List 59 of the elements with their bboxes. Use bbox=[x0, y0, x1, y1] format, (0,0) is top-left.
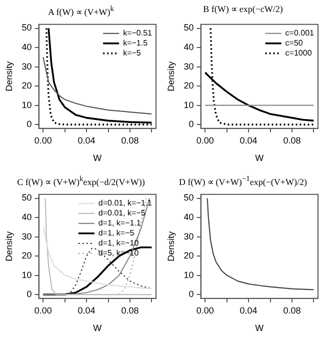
legend-label: c=0.001 bbox=[285, 28, 315, 38]
y-tick-label: 40 bbox=[184, 42, 194, 52]
y-tick-label: 40 bbox=[22, 212, 32, 222]
y-tick-label: 20 bbox=[184, 250, 194, 261]
y-tick-label: 20 bbox=[22, 80, 32, 91]
y-tick-label: 40 bbox=[22, 42, 32, 52]
y-tick-label: 0 bbox=[188, 119, 194, 130]
y-tick-label: 30 bbox=[184, 231, 194, 242]
legend-label: c=50 bbox=[285, 38, 304, 48]
x-tick-label: 0.00 bbox=[34, 305, 52, 316]
y-tick-label: 0 bbox=[26, 289, 32, 300]
legend-label: d=0.01, k=−5 bbox=[98, 208, 146, 218]
x-axis-title: W bbox=[93, 323, 102, 334]
x-tick-label: 0.04 bbox=[78, 305, 96, 316]
x-axis-title: W bbox=[255, 153, 264, 164]
legend-label: k=−0.51 bbox=[123, 28, 153, 38]
y-tick-label: 40 bbox=[184, 212, 194, 222]
x-tick-label: 0.00 bbox=[196, 135, 214, 146]
y-axis-title: Density bbox=[166, 60, 176, 92]
chart-title: C f(W) ∝ (V+W)$^{k}$exp(−d/2(V+W)) bbox=[16, 173, 146, 187]
chart-title: D f(W) ∝ (V+W)$^{−1}$exp(−(V+W)/2) bbox=[178, 173, 308, 187]
legend-label: d=1, k=−5 bbox=[98, 228, 135, 238]
chart-title: B f(W) ∝ exp(−cW/2) bbox=[202, 3, 284, 16]
y-tick-label: 30 bbox=[22, 61, 32, 72]
y-axis-title: Density bbox=[166, 230, 176, 262]
y-tick-label: 0 bbox=[188, 289, 194, 300]
x-axis-title: W bbox=[93, 153, 102, 164]
x-tick-label: 0.04 bbox=[240, 305, 258, 316]
x-axis-title: W bbox=[255, 323, 264, 334]
y-tick-label: 50 bbox=[184, 192, 194, 203]
legend-label: k=−5 bbox=[123, 48, 142, 58]
y-tick-label: 50 bbox=[22, 22, 32, 33]
y-tick-label: 30 bbox=[22, 231, 32, 242]
x-tick-label: 0.04 bbox=[240, 135, 258, 146]
x-tick-label: 0.08 bbox=[121, 135, 139, 146]
y-tick-label: 10 bbox=[22, 270, 32, 280]
legend-label: c=1000 bbox=[285, 48, 312, 58]
y-axis-title: Density bbox=[4, 60, 14, 92]
x-tick-label: 0.00 bbox=[196, 305, 214, 316]
y-tick-label: 10 bbox=[184, 270, 194, 280]
legend-label: d=0.01, k=−1.1 bbox=[98, 198, 153, 208]
y-tick-label: 0 bbox=[26, 119, 32, 130]
x-tick-label: 0.00 bbox=[34, 135, 52, 146]
y-tick-label: 20 bbox=[22, 250, 32, 261]
y-tick-label: 30 bbox=[184, 61, 194, 72]
legend-label: d=1, k=−1.1 bbox=[98, 218, 142, 228]
x-tick-label: 0.08 bbox=[283, 305, 301, 316]
x-tick-label: 0.04 bbox=[78, 135, 96, 146]
y-tick-label: 10 bbox=[184, 100, 194, 110]
legend-label: d=1, k=−10 bbox=[98, 238, 140, 248]
legend-label: k=−1.5 bbox=[123, 38, 148, 48]
y-tick-label: 50 bbox=[22, 192, 32, 203]
chart-title: A f(W) ∝ (V+W)$^{k}$ bbox=[46, 3, 116, 17]
x-tick-label: 0.08 bbox=[283, 135, 301, 146]
y-axis-title: Density bbox=[4, 230, 14, 262]
y-tick-label: 50 bbox=[184, 22, 194, 33]
y-tick-label: 20 bbox=[184, 80, 194, 91]
y-tick-label: 10 bbox=[22, 100, 32, 110]
x-tick-label: 0.08 bbox=[121, 305, 139, 316]
